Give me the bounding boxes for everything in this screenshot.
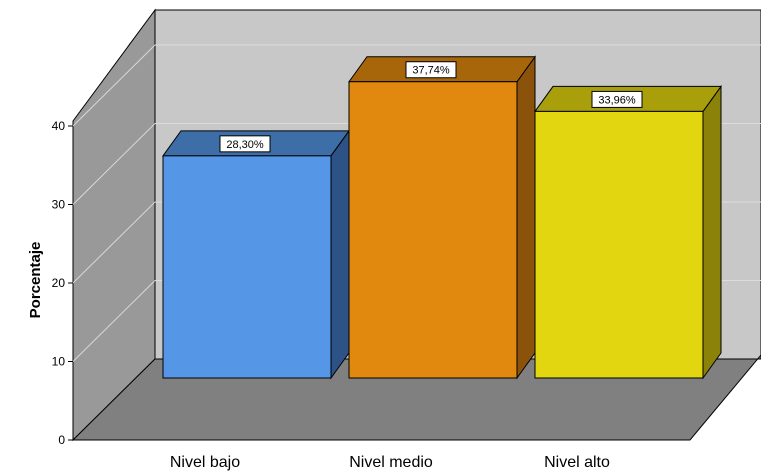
bar-front <box>162 155 332 379</box>
y-tick-label: 0 <box>58 433 65 447</box>
data-label-text: 33,96% <box>598 94 636 106</box>
y-axis-label: Porcentaje <box>27 242 44 319</box>
category-label: Nivel bajo <box>170 454 240 471</box>
data-label-text: 37,74% <box>412 65 450 77</box>
data-label-box <box>405 61 457 79</box>
y-axis: 0 10 20 30 40 <box>52 119 73 447</box>
gridline-side <box>72 280 156 362</box>
bar-3: 33,96% <box>534 84 722 380</box>
bar-side <box>330 129 350 380</box>
y-tick-label: 20 <box>52 276 66 290</box>
bar-side <box>516 55 536 380</box>
bar-2: 37,74% <box>348 55 536 380</box>
category-label: Nivel medio <box>349 454 433 471</box>
bar-front <box>348 81 518 379</box>
y-tick-label: 10 <box>52 355 66 369</box>
data-label: 37,74% <box>405 61 457 79</box>
gridline-side <box>72 123 156 205</box>
y-tick-label: 40 <box>52 119 66 133</box>
data-label-box <box>591 90 643 108</box>
gridline-side <box>72 44 156 127</box>
gridline-side <box>72 201 156 284</box>
x-axis: Nivel bajo Nivel medio Nivel alto <box>170 454 610 471</box>
y-tick-label: 30 <box>52 198 66 212</box>
bar-side <box>702 84 722 380</box>
bars: 28,30% 37,74% 33,96% <box>162 55 722 380</box>
data-label-text: 28,30% <box>226 139 264 151</box>
bar-1: 28,30% <box>162 129 350 380</box>
data-label: 28,30% <box>219 135 271 153</box>
data-label: 33,96% <box>591 90 643 108</box>
bar-front <box>534 110 704 379</box>
category-label: Nivel alto <box>544 454 610 471</box>
data-label-box <box>219 135 271 153</box>
